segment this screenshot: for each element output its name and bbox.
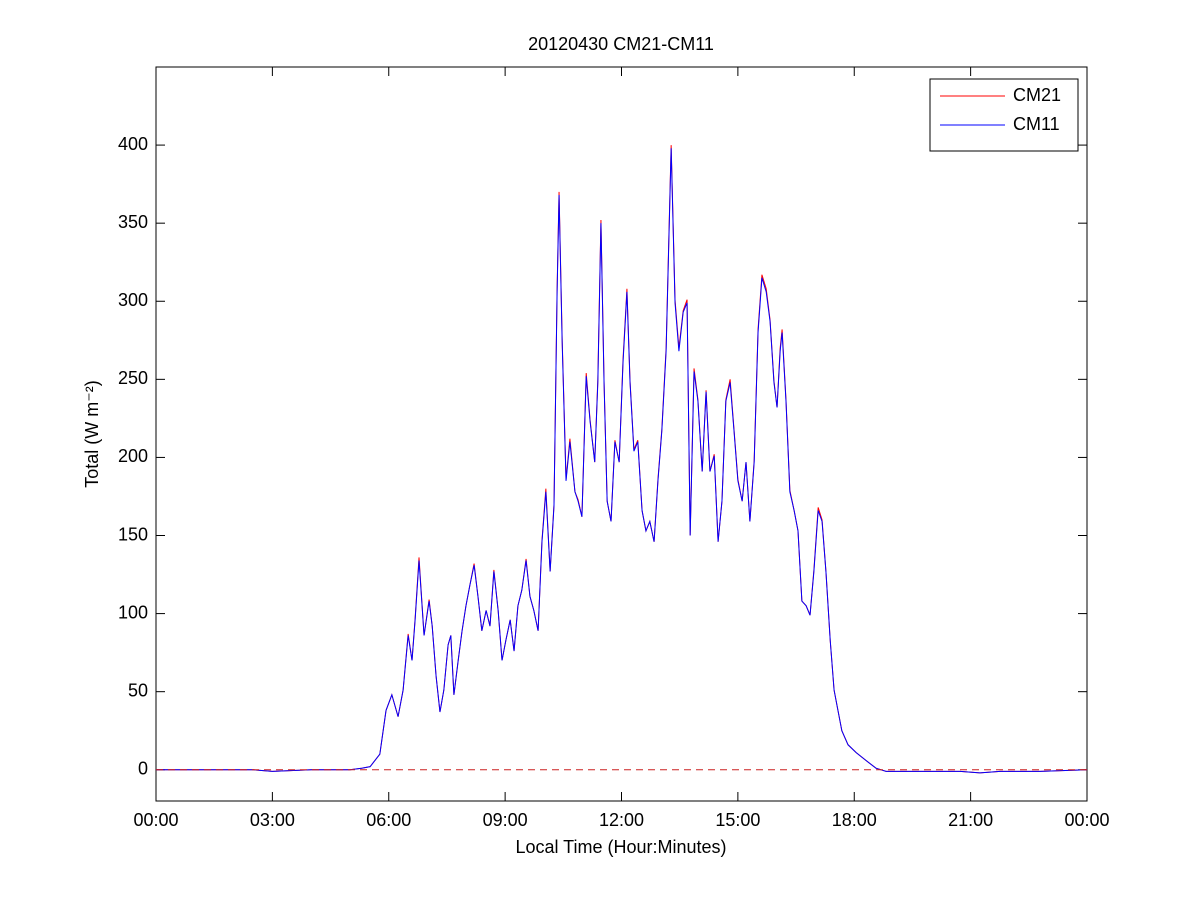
y-tick-label: 100 [118, 602, 148, 622]
y-tick-label: 200 [118, 446, 148, 466]
x-tick-label: 12:00 [599, 810, 644, 830]
y-tick-label: 250 [118, 368, 148, 388]
y-tick-label: 400 [118, 134, 148, 154]
x-tick-label: 00:00 [133, 810, 178, 830]
y-tick-label: 150 [118, 524, 148, 544]
y-tick-label: 50 [128, 680, 148, 700]
y-tick-label: 0 [138, 759, 148, 779]
plot-area [155, 66, 1088, 802]
chart-title: 20120430 CM21-CM11 [528, 34, 714, 54]
x-tick-label: 15:00 [715, 810, 760, 830]
x-tick-label: 06:00 [366, 810, 411, 830]
x-tick-label: 21:00 [948, 810, 993, 830]
x-tick-label: 00:00 [1064, 810, 1109, 830]
x-tick-label: 09:00 [483, 810, 528, 830]
series-line [156, 148, 1088, 774]
legend-box [929, 78, 1079, 152]
x-axis-label: Local Time (Hour:Minutes) [515, 837, 726, 857]
x-tick-label: 18:00 [832, 810, 877, 830]
legend-label: CM21 [1013, 85, 1061, 105]
x-tick-label: 03:00 [250, 810, 295, 830]
y-axis-label: Total (W m⁻²) [82, 380, 102, 488]
legend-label: CM11 [1013, 114, 1060, 134]
y-tick-label: 300 [118, 290, 148, 310]
y-tick-label: 350 [118, 212, 148, 232]
